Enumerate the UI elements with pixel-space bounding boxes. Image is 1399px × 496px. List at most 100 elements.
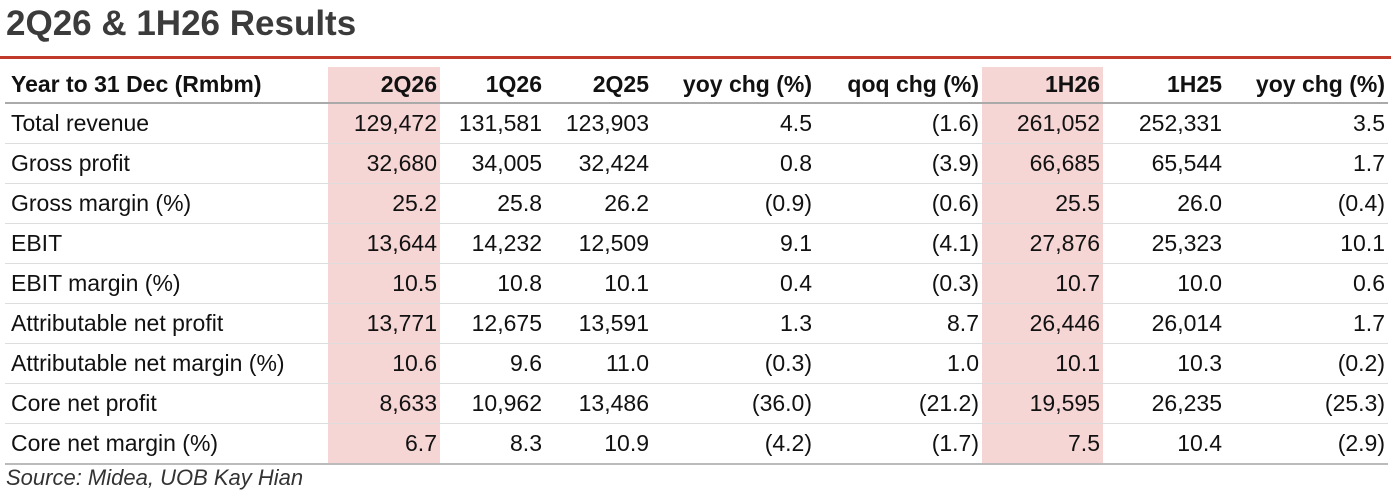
cell: 25.5 (982, 183, 1103, 224)
column-header: qoq chg (%) (815, 67, 982, 104)
cell: (36.0) (652, 383, 815, 424)
cell: 6.7 (328, 423, 440, 465)
cell: 13,591 (545, 303, 652, 344)
row-label: Gross profit (5, 143, 328, 184)
cell: 3.5 (1225, 103, 1388, 144)
title: 2Q26 & 1H26 Results (6, 4, 357, 43)
cell: 26,014 (1103, 303, 1225, 344)
cell: (0.2) (1225, 343, 1388, 384)
header-row: Year to 31 Dec (Rmbm) 2Q26 1Q26 2Q25 yoy chg… (5, 67, 1388, 104)
cell: 1.3 (652, 303, 815, 344)
cell: 11.0 (545, 343, 652, 384)
cell: 26.2 (545, 183, 652, 224)
cell: 10.1 (982, 343, 1103, 384)
cell: 10,962 (440, 383, 545, 424)
cell: 261,052 (982, 103, 1103, 144)
cell: 252,331 (1103, 103, 1225, 144)
row-label: EBIT margin (%) (5, 263, 328, 304)
cell: (3.9) (815, 143, 982, 184)
column-header: yoy chg (%) (652, 67, 815, 104)
column-header: 2Q25 (545, 67, 652, 104)
table-row: Total revenue 129,472 131,581 123,903 4.5 (1.… (5, 103, 1388, 144)
cell: 10.7 (982, 263, 1103, 304)
cell: (0.9) (652, 183, 815, 224)
cell: 7.5 (982, 423, 1103, 465)
row-label: Core net margin (%) (5, 423, 328, 465)
cell: (0.3) (652, 343, 815, 384)
column-header: 2Q26 (328, 67, 440, 104)
cell: 129,472 (328, 103, 440, 144)
cell: 10.4 (1103, 423, 1225, 465)
cell: 8,633 (328, 383, 440, 424)
cell: 10.5 (328, 263, 440, 304)
cell: 26,446 (982, 303, 1103, 344)
cell: 10.6 (328, 343, 440, 384)
table-body: Total revenue 129,472 131,581 123,903 4.5 (1.… (5, 103, 1388, 465)
cell: (0.3) (815, 263, 982, 304)
table-row: Attributable net profit 13,771 12,675 13,59… (5, 303, 1388, 344)
table-row: Core net profit 8,633 10,962 13,486 (36.0) (2… (5, 383, 1388, 424)
cell: 13,644 (328, 223, 440, 264)
cell: (2.9) (1225, 423, 1388, 465)
row-label: EBIT (5, 223, 328, 264)
column-header: 1H26 (982, 67, 1103, 104)
row-label: Core net profit (5, 383, 328, 424)
cell: 10.3 (1103, 343, 1225, 384)
cell: 1.7 (1225, 143, 1388, 184)
cell: 10.8 (440, 263, 545, 304)
cell: (1.7) (815, 423, 982, 465)
column-header: 1Q26 (440, 67, 545, 104)
cell: 65,544 (1103, 143, 1225, 184)
cell: 8.3 (440, 423, 545, 465)
results-table: Year to 31 Dec (Rmbm) 2Q26 1Q26 2Q25 yoy chg… (5, 67, 1388, 465)
cell: (0.6) (815, 183, 982, 224)
cell: 131,581 (440, 103, 545, 144)
table-row: EBIT margin (%) 10.5 10.8 10.1 0.4 (0.3) 10.7 1… (5, 263, 1388, 304)
cell: 26,235 (1103, 383, 1225, 424)
cell: 25.8 (440, 183, 545, 224)
table-row: Core net margin (%) 6.7 8.3 10.9 (4.2) (1.7) 7… (5, 423, 1388, 465)
cell: (4.1) (815, 223, 982, 264)
title-rule (0, 56, 1391, 59)
cell: 8.7 (815, 303, 982, 344)
cell: 12,509 (545, 223, 652, 264)
cell: 10.9 (545, 423, 652, 465)
cell: 4.5 (652, 103, 815, 144)
cell: 0.8 (652, 143, 815, 184)
cell: 1.0 (815, 343, 982, 384)
cell: (25.3) (1225, 383, 1388, 424)
row-label: Attributable net profit (5, 303, 328, 344)
cell: 34,005 (440, 143, 545, 184)
table-row: Attributable net margin (%) 10.6 9.6 11.0 (0… (5, 343, 1388, 384)
row-label: Gross margin (%) (5, 183, 328, 224)
cell: 19,595 (982, 383, 1103, 424)
cell: 0.6 (1225, 263, 1388, 304)
cell: 32,680 (328, 143, 440, 184)
cell: (1.6) (815, 103, 982, 144)
cell: (0.4) (1225, 183, 1388, 224)
row-label: Attributable net margin (%) (5, 343, 328, 384)
row-label: Total revenue (5, 103, 328, 144)
cell: 13,771 (328, 303, 440, 344)
column-header: 1H25 (1103, 67, 1225, 104)
cell: 27,876 (982, 223, 1103, 264)
cell: 26.0 (1103, 183, 1225, 224)
cell: 0.4 (652, 263, 815, 304)
cell: 10.0 (1103, 263, 1225, 304)
cell: 25.2 (328, 183, 440, 224)
cell: 10.1 (1225, 223, 1388, 264)
cell: 123,903 (545, 103, 652, 144)
cell: 32,424 (545, 143, 652, 184)
table-row: EBIT 13,644 14,232 12,509 9.1 (4.1) 27,876 25,3… (5, 223, 1388, 264)
table-row: Gross margin (%) 25.2 25.8 26.2 (0.9) (0.6) 25… (5, 183, 1388, 224)
cell: 10.1 (545, 263, 652, 304)
source-note: Source: Midea, UOB Kay Hian (6, 465, 304, 490)
cell: (21.2) (815, 383, 982, 424)
cell: 25,323 (1103, 223, 1225, 264)
cell: 9.1 (652, 223, 815, 264)
column-header: Year to 31 Dec (Rmbm) (5, 67, 328, 104)
table-row: Gross profit 32,680 34,005 32,424 0.8 (3.9) 66… (5, 143, 1388, 184)
cell: 9.6 (440, 343, 545, 384)
cell: 14,232 (440, 223, 545, 264)
